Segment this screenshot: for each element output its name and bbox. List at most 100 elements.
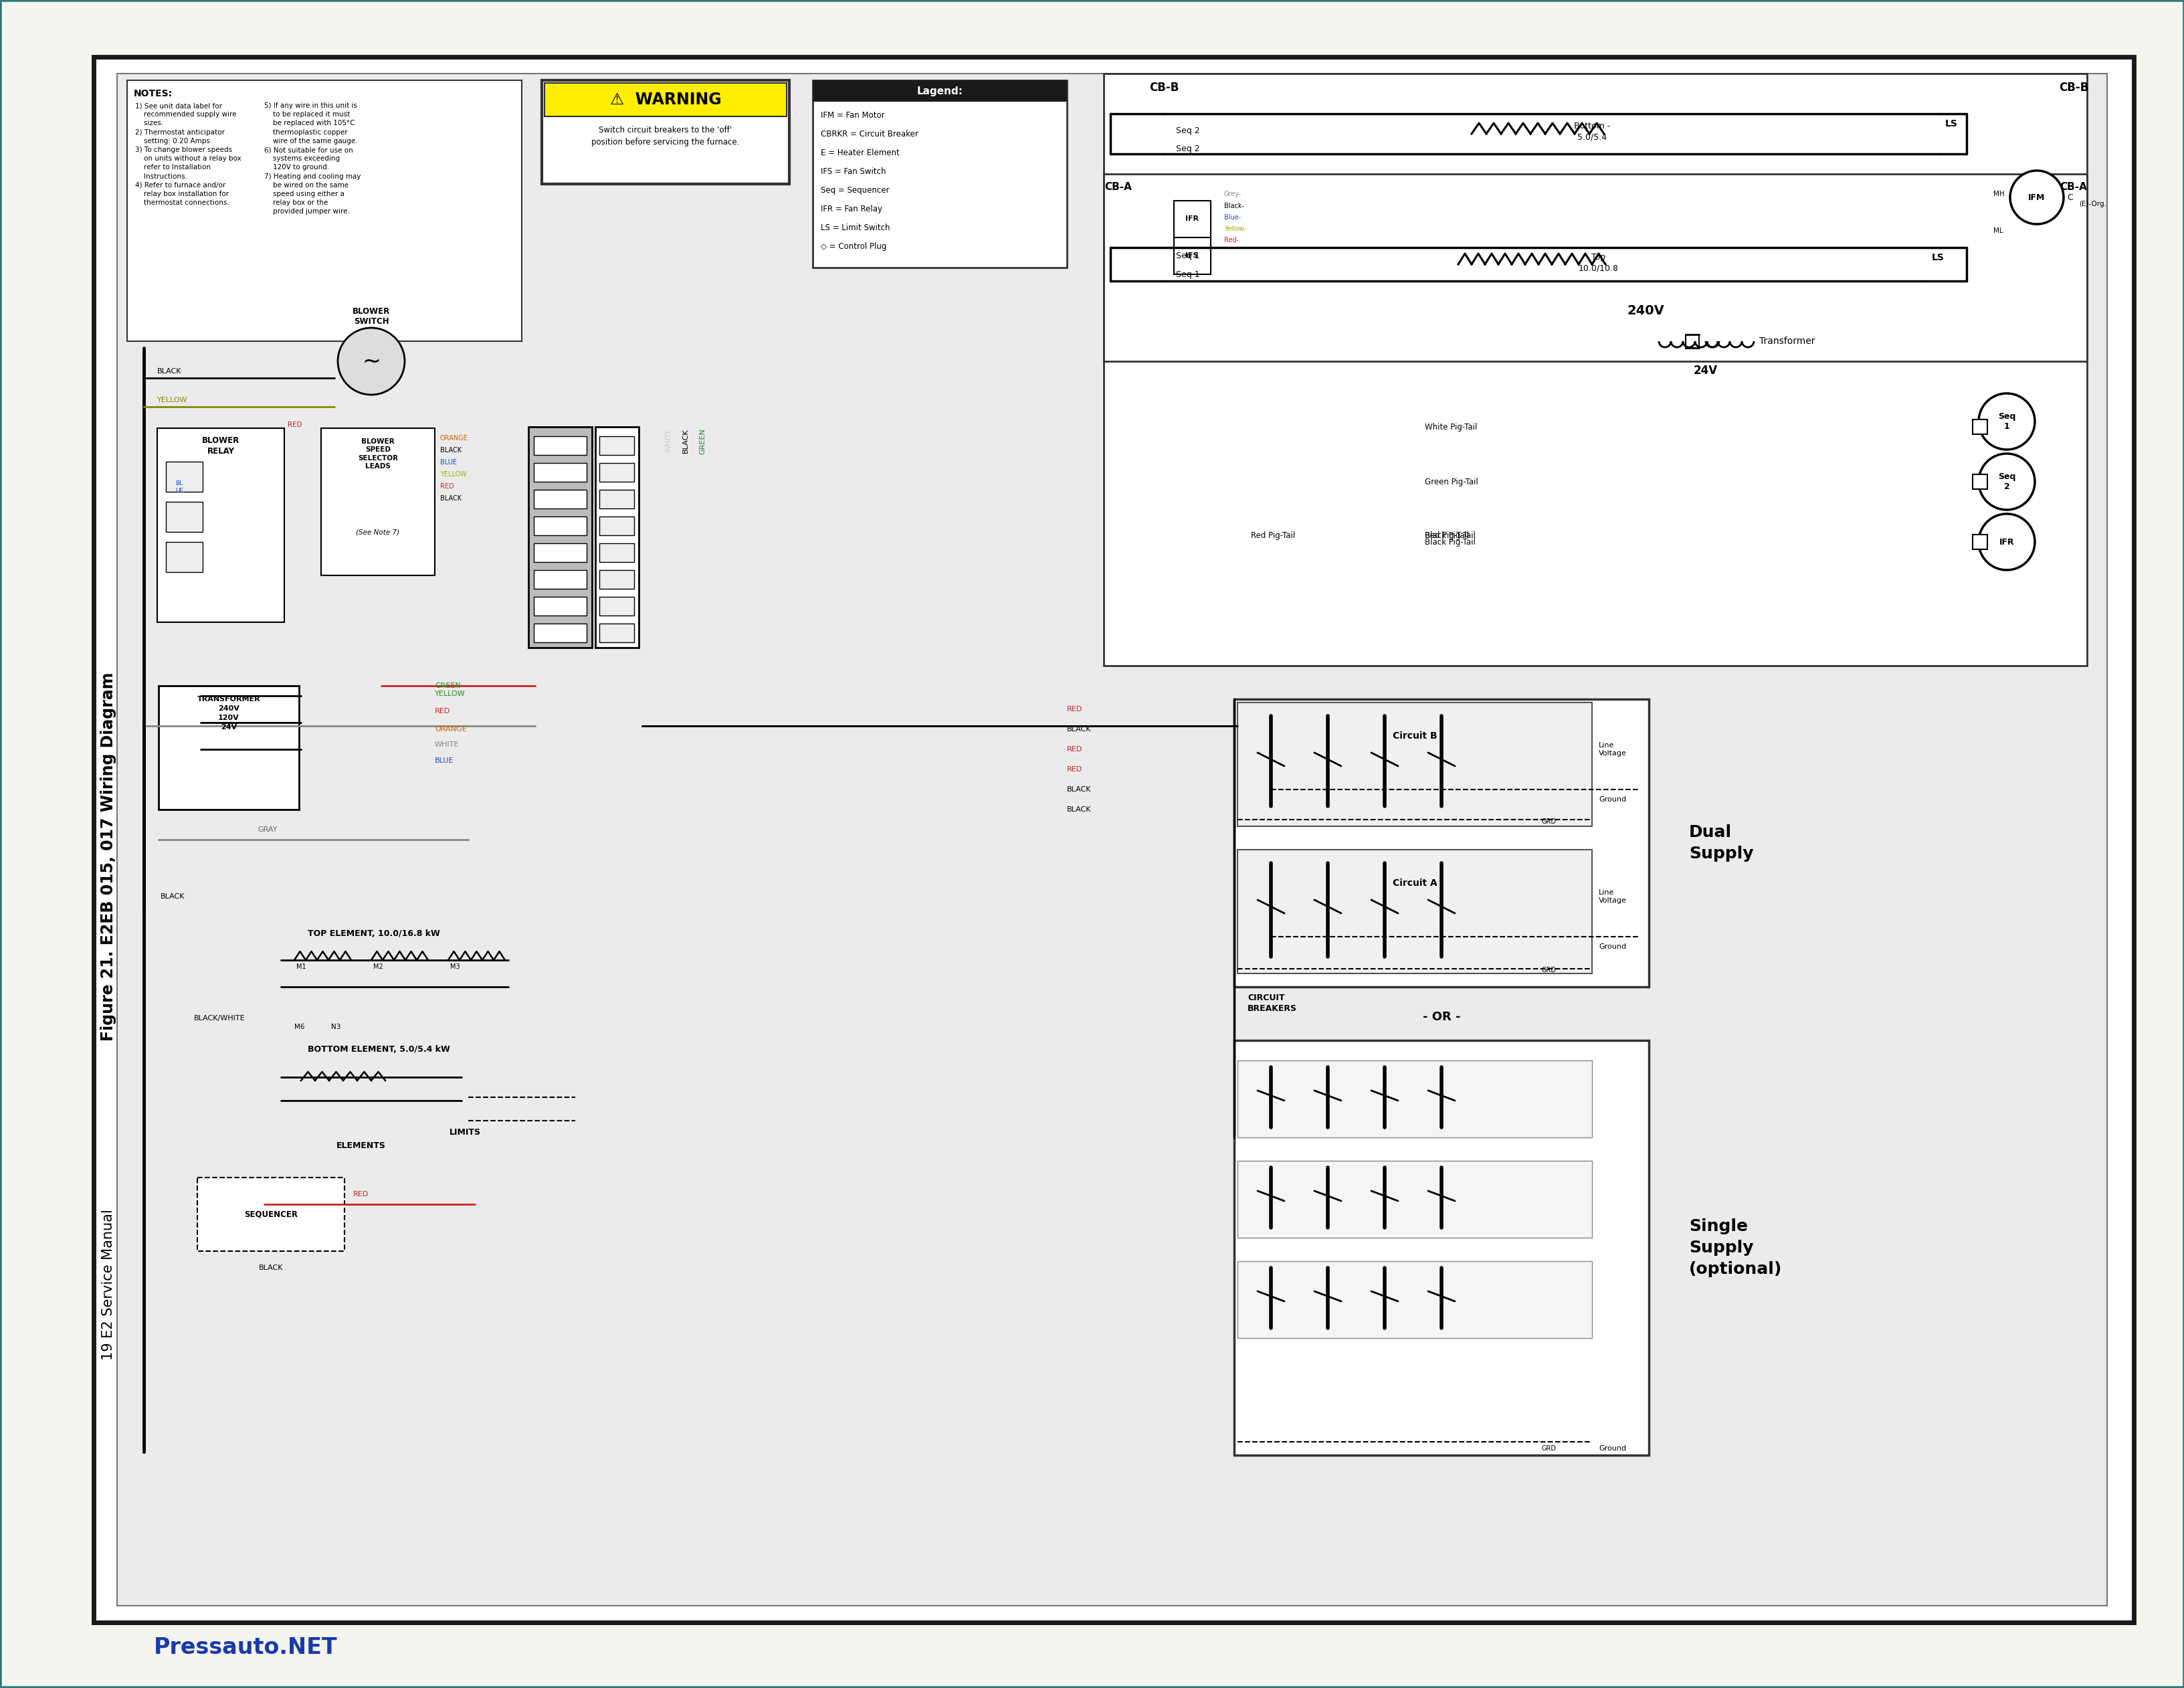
Bar xyxy=(596,427,638,648)
Text: 240V: 240V xyxy=(1627,304,1664,317)
Text: LS: LS xyxy=(1944,120,1957,128)
Text: CIRCUIT
BREAKERS: CIRCUIT BREAKERS xyxy=(1247,994,1297,1013)
Text: Bottom -
5.0/5.4: Bottom - 5.0/5.4 xyxy=(1572,122,1610,142)
Bar xyxy=(812,81,1066,268)
Bar xyxy=(533,517,587,535)
Text: MH: MH xyxy=(1992,191,2005,197)
Text: WHITE: WHITE xyxy=(435,741,459,748)
Text: Seq 1: Seq 1 xyxy=(1175,270,1199,279)
Text: M3: M3 xyxy=(450,964,461,971)
Bar xyxy=(1236,1261,1592,1339)
Text: Black Pig-Tail: Black Pig-Tail xyxy=(1424,537,1474,547)
Text: RED: RED xyxy=(288,422,301,429)
Text: M1: M1 xyxy=(297,964,306,971)
Text: LS = Limit Switch: LS = Limit Switch xyxy=(821,223,889,233)
Text: Top
10.0/10.8: Top 10.0/10.8 xyxy=(1579,253,1618,272)
Text: GRAY: GRAY xyxy=(258,825,277,832)
Text: 19 E2 Service Manual: 19 E2 Service Manual xyxy=(103,1209,116,1361)
Text: NOTES:: NOTES: xyxy=(133,89,173,98)
Text: BLACK: BLACK xyxy=(1066,726,1092,733)
Text: GRD: GRD xyxy=(1542,819,1555,825)
Text: BLUE: BLUE xyxy=(435,758,454,765)
Text: IFM = Fan Motor: IFM = Fan Motor xyxy=(821,111,885,120)
Text: E = Heater Element: E = Heater Element xyxy=(821,149,900,157)
Text: Seq 2: Seq 2 xyxy=(1175,127,1199,135)
Text: BLACK/WHITE: BLACK/WHITE xyxy=(194,1014,245,1021)
Text: CBRKR = Circuit Breaker: CBRKR = Circuit Breaker xyxy=(821,130,917,138)
Text: BLACK: BLACK xyxy=(258,1264,284,1271)
Bar xyxy=(1234,699,1649,987)
Text: ELEMENTS: ELEMENTS xyxy=(336,1141,387,1150)
Text: M2: M2 xyxy=(373,964,382,971)
Text: YELLOW: YELLOW xyxy=(439,471,467,478)
Text: RED: RED xyxy=(1066,706,1081,712)
Bar xyxy=(1103,174,2086,361)
Bar xyxy=(1234,1040,1649,1455)
Text: BOTTOM ELEMENT, 5.0/5.4 kW: BOTTOM ELEMENT, 5.0/5.4 kW xyxy=(308,1045,450,1053)
Bar xyxy=(533,463,587,481)
Text: WHITE: WHITE xyxy=(666,429,673,452)
Text: BLACK: BLACK xyxy=(157,368,181,375)
Text: BLACK: BLACK xyxy=(1066,787,1092,793)
Text: ⚠  WARNING: ⚠ WARNING xyxy=(609,91,721,108)
Bar xyxy=(533,436,587,456)
Bar xyxy=(1173,238,1210,275)
Bar xyxy=(544,83,786,116)
Text: GRD: GRD xyxy=(1542,1445,1555,1452)
Text: BLOWER
RELAY: BLOWER RELAY xyxy=(201,436,240,456)
Bar xyxy=(159,685,299,810)
Text: Green Pig-Tail: Green Pig-Tail xyxy=(1424,478,1479,486)
Text: TOP ELEMENT, 10.0/16.8 kW: TOP ELEMENT, 10.0/16.8 kW xyxy=(308,928,439,937)
Text: RED: RED xyxy=(1066,746,1081,753)
Text: ORANGE: ORANGE xyxy=(439,436,467,442)
Bar xyxy=(812,81,1066,101)
Text: Circuit A: Circuit A xyxy=(1391,878,1437,888)
Text: RED: RED xyxy=(354,1192,369,1197)
Text: ∼: ∼ xyxy=(363,349,380,373)
Circle shape xyxy=(339,327,404,395)
Text: Pressauto.NET: Pressauto.NET xyxy=(153,1636,339,1658)
Bar xyxy=(529,427,592,648)
Text: Switch circuit breakers to the 'off'
position before servicing the furnace.: Switch circuit breakers to the 'off' pos… xyxy=(592,127,740,147)
Text: LIMITS: LIMITS xyxy=(450,1128,480,1136)
Text: CB-A: CB-A xyxy=(1105,182,1131,192)
Text: IFR: IFR xyxy=(1186,216,1199,223)
Bar xyxy=(598,544,633,562)
Bar xyxy=(197,1178,345,1251)
Text: GREEN
YELLOW: GREEN YELLOW xyxy=(435,682,465,697)
Text: Dual
Supply: Dual Supply xyxy=(1688,824,1754,861)
Text: IFS: IFS xyxy=(1186,252,1199,258)
Text: Seq
2: Seq 2 xyxy=(1998,473,2016,491)
Circle shape xyxy=(1979,454,2033,510)
Text: GREEN: GREEN xyxy=(699,429,705,454)
Text: (See Note 7): (See Note 7) xyxy=(356,528,400,535)
Text: BLACK: BLACK xyxy=(439,495,461,501)
Text: Red Pig-Tail: Red Pig-Tail xyxy=(1424,532,1468,540)
Text: BLACK: BLACK xyxy=(1066,807,1092,814)
Text: GRD: GRD xyxy=(1542,967,1555,974)
Circle shape xyxy=(1979,513,2033,571)
Text: Ground: Ground xyxy=(1599,944,1625,950)
Bar xyxy=(598,623,633,641)
Text: ORANGE: ORANGE xyxy=(435,726,467,733)
Text: BLACK: BLACK xyxy=(439,447,461,454)
Bar xyxy=(542,81,788,184)
Bar xyxy=(598,598,633,616)
Bar xyxy=(1236,849,1592,974)
Text: Ground: Ground xyxy=(1599,1445,1625,1452)
Text: Single
Supply
(optional): Single Supply (optional) xyxy=(1688,1219,1782,1276)
Text: Seq
1: Seq 1 xyxy=(1998,412,2016,430)
Text: YELLOW: YELLOW xyxy=(157,397,188,403)
Text: - OR -: - OR - xyxy=(1422,1011,1459,1023)
Text: Circuit B: Circuit B xyxy=(1391,731,1437,741)
Text: CB-B: CB-B xyxy=(2057,81,2088,93)
Text: M6: M6 xyxy=(295,1023,304,1030)
Text: Black Pig-Tail: Black Pig-Tail xyxy=(1424,532,1474,540)
Bar xyxy=(1173,201,1210,238)
Text: IFM: IFM xyxy=(2027,192,2044,203)
Circle shape xyxy=(2009,170,2064,225)
Text: BLACK: BLACK xyxy=(681,429,688,452)
Bar xyxy=(533,544,587,562)
Text: Seq 2: Seq 2 xyxy=(1175,143,1199,154)
Bar xyxy=(533,490,587,508)
